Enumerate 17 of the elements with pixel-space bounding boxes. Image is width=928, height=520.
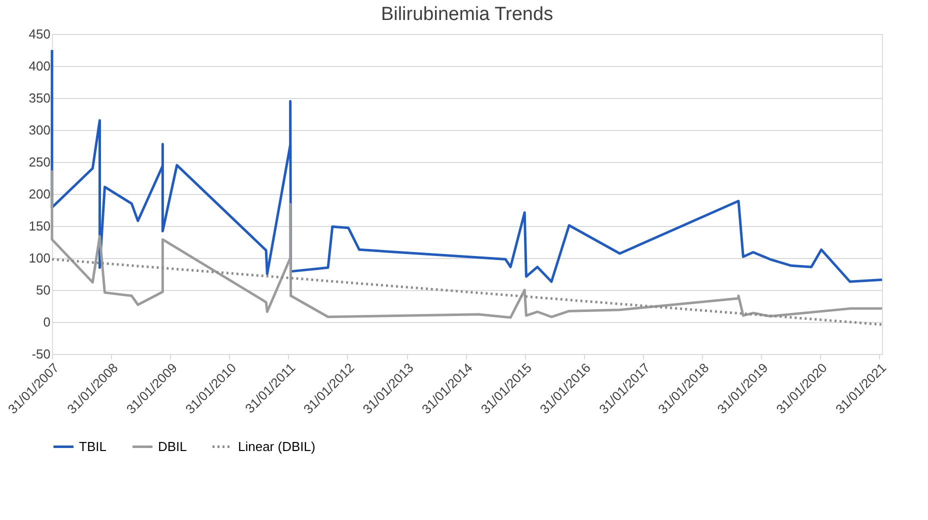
legend-label: TBIL	[79, 438, 106, 454]
y-tick-label: 250	[28, 154, 50, 170]
y-tick-label: -50	[32, 346, 50, 362]
y-tick-label: 0	[43, 314, 50, 330]
y-tick-label: 100	[28, 250, 50, 266]
y-tick-label: 450	[28, 26, 50, 42]
y-tick-label: 50	[36, 282, 50, 298]
line-series	[50, 48, 884, 283]
y-tick-label: 150	[28, 218, 50, 234]
legend-label: Linear (DBIL)	[238, 438, 316, 454]
legend-label: DBIL	[158, 438, 187, 454]
y-tick-label: 400	[28, 58, 50, 74]
y-tick-label: 200	[28, 186, 50, 202]
chart-title: Bilirubinemia Trends	[380, 4, 554, 25]
y-tick-label: 350	[28, 90, 50, 106]
y-tick-label: 300	[28, 122, 50, 138]
line-series	[50, 169, 884, 319]
